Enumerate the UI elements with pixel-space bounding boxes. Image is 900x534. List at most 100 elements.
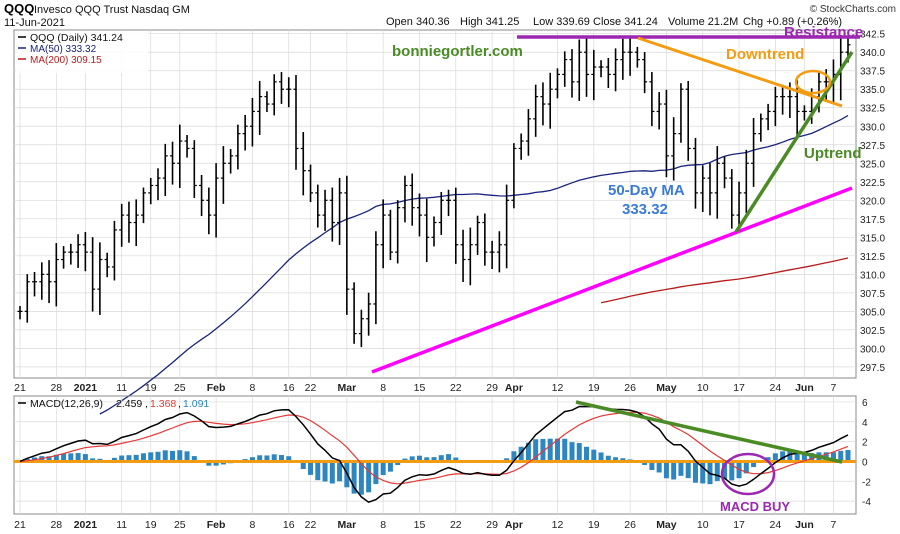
ohlc-bar (765, 103, 771, 131)
ohlc-bar (576, 39, 582, 101)
price-tick-label: 342.5 (860, 30, 885, 41)
histogram-bar (322, 461, 328, 482)
x-tick-label: 8 (249, 382, 255, 394)
ohlc-bar (104, 252, 110, 278)
price-tick-label: 325.0 (860, 159, 885, 170)
histogram-bar (206, 461, 212, 466)
histogram-bar (155, 451, 161, 462)
histogram-bar (373, 461, 379, 485)
histogram-bar (576, 443, 582, 462)
ohlc-bar (642, 52, 648, 94)
x-tick-label: 8 (380, 382, 386, 394)
ohlc-bar (140, 187, 146, 224)
histogram-bar (286, 456, 292, 462)
legend-ma200: MA(200) 309.15 (30, 55, 102, 66)
ohlc-bars (17, 35, 851, 348)
histogram-bar (584, 446, 590, 462)
x-tick-label: 12 (552, 382, 564, 394)
macd-grid (14, 396, 856, 514)
histogram-bar (264, 455, 270, 462)
histogram-bar (547, 438, 553, 462)
ohlc-bar (155, 168, 161, 201)
ohlc-bar (300, 132, 306, 196)
histogram-bar (569, 442, 575, 462)
macd-tick-label: 0 (862, 457, 868, 468)
histogram-bar (148, 452, 154, 462)
security-name: Invesco QQQ Trust Nasdaq GM (34, 4, 190, 16)
x-tick-label: 25 (174, 519, 186, 531)
ohlc-bar (656, 92, 662, 130)
ohlc-bar (308, 164, 314, 203)
ma50-line (99, 115, 849, 415)
histogram-bar (380, 461, 386, 476)
histogram-bar (82, 454, 88, 462)
x-tick-label: 26 (624, 519, 636, 531)
histogram-bar (722, 461, 728, 480)
ma200-line-group (600, 257, 849, 304)
histogram-bar (366, 461, 372, 493)
ohlc-bar (511, 143, 517, 209)
macd-x-axis: 21 28 2021 11 19 25 Feb 8 16 22 Mar 8 15 22 29 Apr 12 19 2… (14, 519, 836, 531)
close-value: Close 341.24 (593, 16, 658, 28)
ohlc-bar (540, 82, 546, 126)
ohlc-bar (249, 97, 255, 147)
price-tick-label: 302.5 (860, 326, 885, 337)
x-tick-label: 16 (283, 382, 295, 394)
price-tick-label: 297.5 (860, 363, 885, 374)
ohlc-bar (53, 243, 59, 307)
x-tick-label: 19 (145, 519, 157, 531)
histogram-bar (504, 458, 510, 462)
histogram-bar (446, 454, 452, 462)
ohlc-bar (271, 74, 277, 116)
histogram-bar (126, 455, 132, 462)
histogram-bar (692, 461, 698, 483)
histogram-bar (562, 438, 568, 462)
ohlc-bar (438, 192, 444, 235)
low-value: Low 339.69 (533, 16, 590, 28)
histogram-bar (700, 461, 706, 484)
histogram-bar (111, 457, 117, 462)
ohlc-bar (337, 177, 343, 245)
histogram-bar (663, 461, 669, 479)
price-tick-label: 340.0 (860, 48, 885, 59)
price-tick-label: 310.0 (860, 270, 885, 281)
ohlc-bar (634, 46, 640, 68)
ohlc-bar (475, 215, 481, 255)
uptrend-line (734, 51, 854, 233)
ohlc-bar (111, 220, 117, 281)
x-tick-label: 7 (831, 382, 837, 394)
histogram-bar (191, 456, 197, 462)
macd-legend-label: MACD(12,26,9) (30, 398, 103, 410)
macd-tick-label: -2 (862, 477, 871, 488)
ohlc-bar (605, 57, 611, 88)
histogram-bar (743, 461, 749, 474)
ohlc-bar (133, 199, 139, 247)
ohlc-bar (758, 113, 764, 142)
price-tick-label: 307.5 (860, 289, 885, 300)
ohlc-bar (191, 140, 197, 198)
watermark: © StockCharts.com (810, 4, 896, 15)
ohlc-bar (184, 134, 190, 158)
x-tick-label: 8 (380, 519, 386, 531)
ohlc-bar (467, 227, 473, 286)
x-tick-label: 29 (486, 519, 498, 531)
ohlc-bar (613, 48, 619, 92)
ohlc-bar (482, 213, 488, 266)
ohlc-bar (678, 83, 684, 143)
x-tick-label: 21 (14, 382, 26, 394)
ohlc-bar (177, 124, 183, 188)
ma50-line-group (99, 115, 849, 415)
histogram-bar (780, 451, 786, 462)
ohlc-bar (460, 229, 466, 282)
x-tick-label: 19 (588, 519, 600, 531)
ohlc-bar (213, 163, 219, 238)
ohlc-bar (649, 72, 655, 127)
ohlc-bar (119, 203, 125, 247)
ohlc-bar (569, 49, 575, 98)
ohlc-bar (75, 234, 81, 268)
ohlc-bar (358, 309, 364, 348)
legend-box (16, 31, 148, 73)
ohlc-bar (162, 143, 168, 197)
price-y-axis: 297.5 300.0 302.5 305.0 307.5 310.0 312.5 315.0… (860, 30, 885, 374)
histogram-bar (424, 457, 430, 462)
